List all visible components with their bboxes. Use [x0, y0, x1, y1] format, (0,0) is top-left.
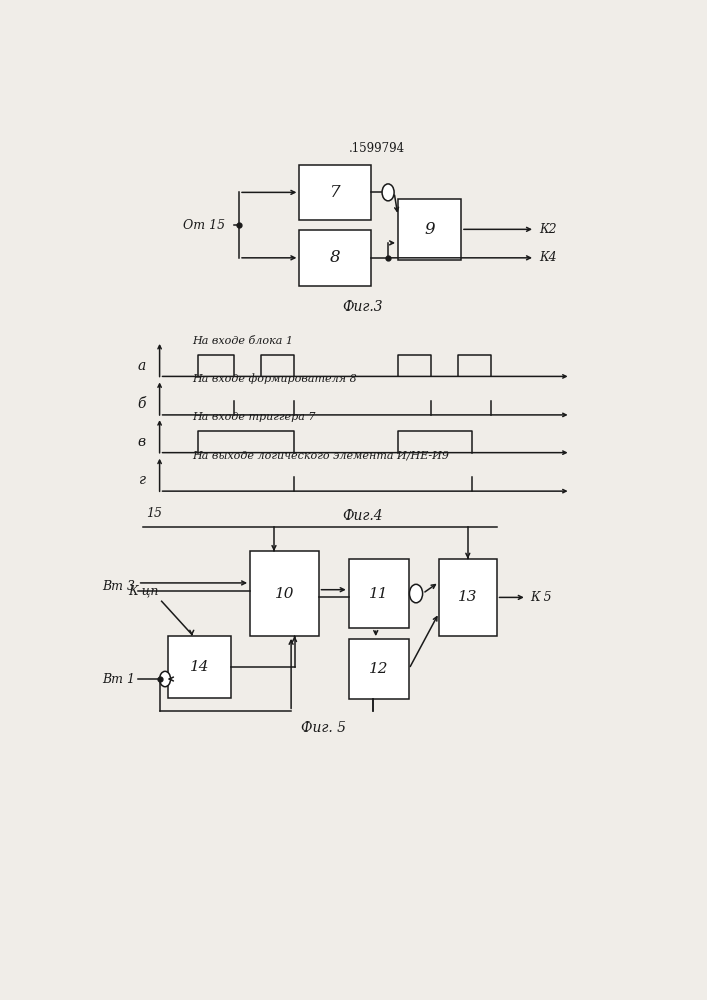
Text: Фиг.4: Фиг.4 [342, 509, 382, 523]
Text: 8: 8 [329, 249, 340, 266]
Text: На входе формирователя 8: На входе формирователя 8 [192, 373, 357, 384]
Bar [349, 639, 409, 699]
Bar [349, 559, 409, 628]
Text: г: г [139, 473, 146, 487]
Bar [168, 636, 231, 698]
Text: 9: 9 [424, 221, 435, 238]
Text: Фиг. 5: Фиг. 5 [301, 721, 346, 735]
Circle shape [409, 584, 423, 603]
Text: 14: 14 [189, 660, 209, 674]
Text: Фиг.3: Фиг.3 [342, 300, 382, 314]
Text: К2: К2 [539, 223, 556, 236]
Text: 13: 13 [458, 590, 477, 604]
Bar [299, 230, 370, 286]
Text: Вт 1: Вт 1 [102, 673, 135, 686]
Bar [439, 559, 496, 636]
Text: 10: 10 [274, 587, 294, 601]
Text: Вт 3: Вт 3 [102, 580, 135, 593]
Text: На входе триггера 7: На входе триггера 7 [192, 412, 316, 422]
Circle shape [160, 671, 170, 687]
Bar [398, 199, 461, 260]
Text: К цп: К цп [129, 584, 159, 597]
Text: К4: К4 [539, 251, 556, 264]
Circle shape [382, 184, 394, 201]
Text: К 5: К 5 [530, 591, 552, 604]
Text: На входе блока 1: На входе блока 1 [192, 336, 293, 346]
Text: 11: 11 [369, 587, 389, 601]
Bar [299, 165, 370, 220]
Text: а: а [138, 359, 146, 373]
Text: б: б [137, 397, 146, 411]
Text: в: в [138, 435, 146, 449]
Text: .1599794: .1599794 [349, 142, 405, 155]
Text: От 15: От 15 [183, 219, 226, 232]
Text: 7: 7 [329, 184, 340, 201]
Text: 15: 15 [146, 507, 162, 520]
Text: 12: 12 [369, 662, 389, 676]
Bar [250, 551, 319, 636]
Text: На выходе логического элемента И/НЕ-И9: На выходе логического элемента И/НЕ-И9 [192, 450, 450, 460]
